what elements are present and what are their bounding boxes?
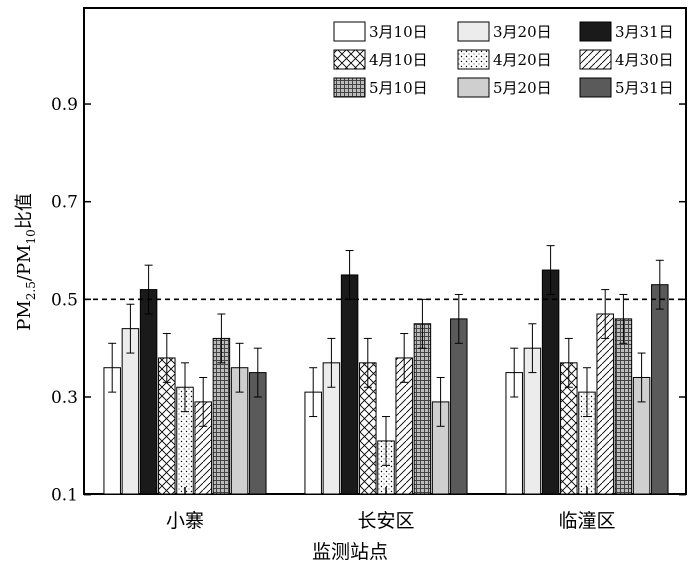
y-tick-label: 0.9: [51, 95, 78, 115]
x-category-label: 小寨: [166, 510, 204, 532]
legend-label: 3月10日: [369, 23, 428, 41]
x-category-label: 临潼区: [558, 510, 615, 532]
legend-swatch: [333, 49, 366, 70]
legend-label: 3月20日: [493, 23, 552, 41]
y-tick-label: 0.5: [51, 290, 78, 310]
y-tick-label: 0.1: [51, 486, 78, 506]
error-bars: [108, 245, 664, 466]
legend-swatch: [457, 21, 490, 42]
legend-swatch: [333, 21, 366, 42]
legend-label: 4月20日: [493, 51, 552, 69]
bar: [541, 269, 560, 495]
legend-label: 4月30日: [615, 51, 674, 69]
bar: [596, 313, 614, 495]
legend-swatch: [579, 21, 612, 42]
legend-label: 5月10日: [369, 79, 428, 97]
legend-swatch: [333, 77, 366, 98]
bar: [651, 284, 669, 495]
bars: [103, 269, 669, 495]
x-axis-label: 监测站点: [312, 541, 388, 563]
legend-label: 3月31日: [615, 23, 674, 41]
bar: [450, 318, 468, 495]
y-axis-label: PM2.5/PM10比值: [14, 193, 38, 331]
y-tick-label: 0.3: [51, 388, 78, 408]
bar: [413, 323, 432, 495]
y-tick-label: 0.7: [51, 193, 78, 213]
x-category-label: 长安区: [357, 510, 414, 532]
legend-swatch: [579, 49, 612, 70]
x-axis-categories: 小寨 长安区 临潼区: [166, 487, 616, 532]
legend-label: 5月31日: [615, 79, 674, 97]
legend: 3月10日 3月20日 3月31日 4月10日 4月20日 4月30日 5月10日 5月20日…: [333, 21, 674, 98]
legend-swatch: [457, 49, 490, 70]
legend-swatch: [457, 77, 490, 98]
bar: [614, 318, 633, 495]
y-axis-ticks: 0.1 0.3 0.5 0.7 0.9: [51, 95, 686, 506]
bar: [139, 289, 158, 495]
legend-swatch: [579, 77, 612, 98]
bar: [340, 274, 359, 495]
legend-label: 5月20日: [493, 79, 552, 97]
legend-label: 4月10日: [369, 51, 428, 69]
